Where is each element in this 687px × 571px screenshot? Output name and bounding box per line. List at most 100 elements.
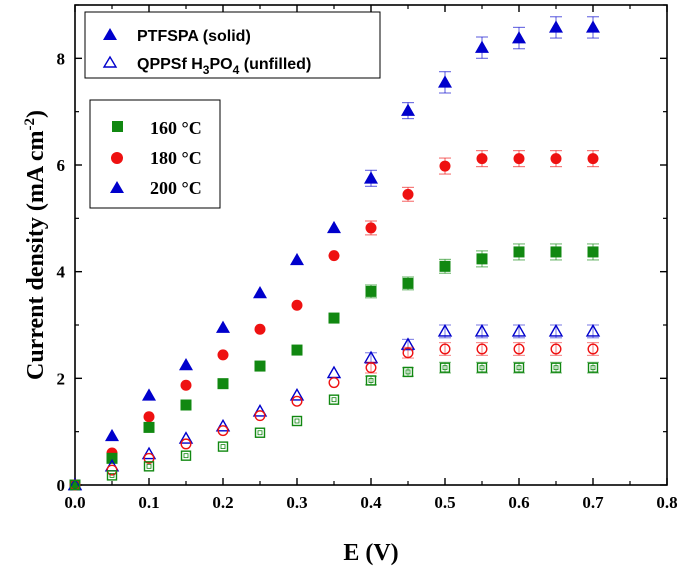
- data-point-circle: [402, 347, 414, 359]
- data-point-circle: [143, 452, 155, 464]
- legend-200-triangle: [110, 181, 124, 193]
- series-180-c: [69, 150, 599, 491]
- data-point-triangle: [290, 252, 304, 266]
- legend-type: PTFSPA (solid) QPPSf H3PO4 (unfilled): [84, 11, 381, 79]
- data-point-triangle: [215, 418, 231, 432]
- data-point-triangle: [475, 40, 489, 53]
- data-point-square-inner: [368, 378, 374, 383]
- data-point-square-inner: [257, 430, 263, 436]
- data-point-square: [106, 470, 118, 481]
- data-point-square-inner: [516, 365, 522, 371]
- y-tick-label: 4: [57, 263, 66, 282]
- data-point-square: [402, 366, 414, 378]
- data-point-circle: [439, 343, 451, 355]
- legend-180-label: 180 °C: [150, 148, 202, 168]
- data-point-circle: [550, 343, 562, 355]
- legend-open-sub1: 3: [203, 63, 210, 77]
- data-point-triangle: [105, 428, 119, 442]
- axis-ticks: [74, 4, 668, 486]
- series-160-c-unfilled-: [69, 361, 599, 491]
- data-point-circle: [143, 411, 155, 423]
- data-point-triangle: [400, 337, 416, 350]
- y-axis-title-sup: -2: [22, 118, 38, 131]
- data-point-square: [69, 479, 81, 491]
- data-point-square: [513, 246, 525, 258]
- x-tick-label: 0.8: [656, 493, 677, 512]
- data-point-circle: [291, 299, 303, 311]
- data-point-square: [106, 452, 118, 464]
- legend-180-circle: [111, 152, 123, 164]
- data-point-square-inner: [442, 365, 448, 371]
- data-point-triangle: [326, 365, 342, 379]
- data-point-circle: [587, 153, 599, 165]
- data-point-triangle: [437, 323, 453, 337]
- data-point-square: [513, 362, 525, 373]
- legend-open-mid: PO: [209, 56, 232, 73]
- data-point-square-inner: [72, 482, 78, 488]
- data-point-square: [143, 461, 155, 472]
- data-point-square-inner: [183, 453, 189, 459]
- legend-type-box: [84, 11, 381, 79]
- legend-solid-triangle: [103, 28, 117, 40]
- data-point-circle: [476, 153, 488, 165]
- y-tick-label: 6: [57, 156, 66, 175]
- x-tick-label: 0.0: [64, 493, 85, 512]
- data-point-square: [291, 344, 303, 356]
- data-point-square: [217, 441, 229, 452]
- data-point-square: [439, 260, 451, 272]
- data-point-square: [550, 362, 562, 373]
- data-point-circle: [513, 153, 525, 165]
- data-point-triangle: [549, 20, 563, 33]
- legend-open-post: (unfilled): [239, 56, 311, 73]
- data-point-triangle: [327, 220, 341, 234]
- x-tick-label: 0.4: [360, 493, 382, 512]
- data-point-circle: [180, 438, 192, 450]
- data-point-circle: [439, 160, 451, 172]
- data-point-square: [550, 246, 562, 258]
- data-point-square-inner: [109, 472, 115, 478]
- data-point-circle: [550, 153, 562, 165]
- data-point-triangle: [252, 403, 268, 417]
- data-point-circle: [291, 395, 303, 407]
- tick-labels: 0.0 0.1 0.2 0.3 0.4 0.5 0.6 0.7 0.8 0 2 4 6 8: [57, 49, 678, 512]
- legend-160-label: 160 °C: [150, 118, 202, 138]
- data-point-square: [291, 415, 303, 427]
- legend-200-label: 200 °C: [150, 178, 202, 198]
- data-point-square-inner: [553, 365, 559, 371]
- data-point-circle: [254, 323, 266, 335]
- data-point-triangle: [585, 323, 601, 337]
- x-tick-label: 0.6: [508, 493, 529, 512]
- data-point-circle: [328, 250, 340, 262]
- data-point-square-inner: [405, 369, 411, 375]
- data-point-square: [180, 399, 192, 411]
- data-point-circle: [476, 343, 488, 355]
- data-point-triangle: [178, 431, 194, 444]
- data-point-square: [439, 362, 451, 373]
- legend-open-pre: QPPSf H: [137, 56, 203, 73]
- legend-160-square: [112, 121, 123, 132]
- data-point-circle: [365, 222, 377, 234]
- data-point-square-inner: [146, 463, 152, 469]
- y-axis-title-main: Current density (mA cm: [23, 130, 49, 380]
- data-marks: [67, 16, 601, 491]
- data-point-square: [180, 450, 192, 461]
- legend-temp-box: [89, 99, 221, 209]
- data-point-square: [402, 277, 414, 289]
- x-tick-label: 0.3: [286, 493, 307, 512]
- data-point-square: [217, 378, 229, 390]
- data-point-circle: [587, 343, 599, 355]
- y-axis-title: Current density (mA cm-2): [22, 110, 49, 380]
- data-point-square: [587, 246, 599, 258]
- data-point-circle: [217, 349, 229, 361]
- data-point-square-inner: [294, 418, 300, 424]
- data-point-triangle: [401, 103, 415, 116]
- y-axis-title-close: ): [23, 110, 49, 118]
- data-point-triangle: [216, 320, 230, 333]
- x-tick-label: 0.1: [138, 493, 159, 512]
- legend-open-triangle: [102, 55, 118, 68]
- data-point-triangle: [438, 75, 452, 88]
- x-tick-label: 0.5: [434, 493, 455, 512]
- legend-solid-label: PTFSPA (solid): [137, 28, 251, 45]
- data-point-triangle: [511, 323, 527, 337]
